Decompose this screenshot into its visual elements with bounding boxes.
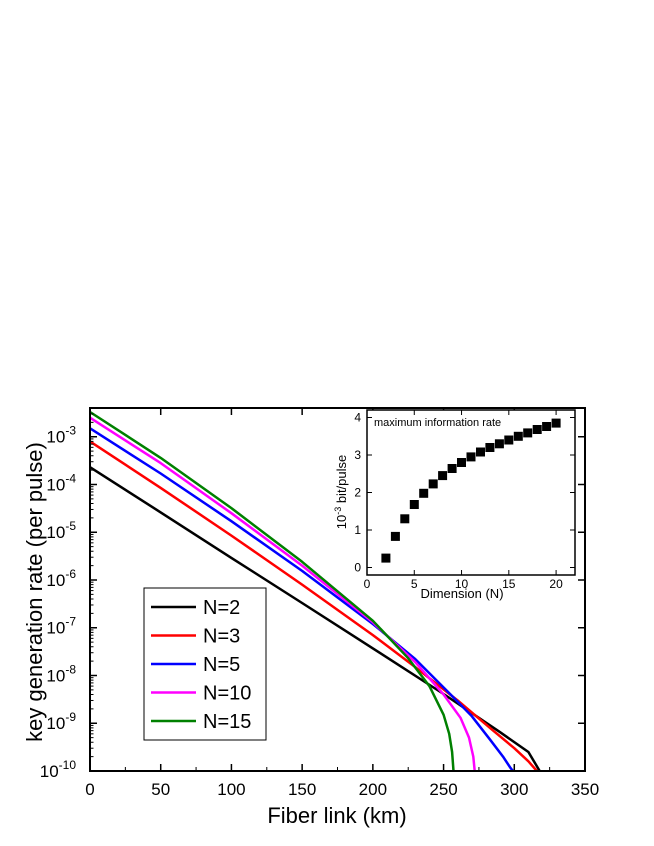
- y-tick-label: 10-4: [46, 471, 76, 494]
- inset-y-tick-label: 2: [354, 486, 361, 500]
- main-x-ticks: 0 50 100 150 200 250 300 350: [85, 408, 599, 799]
- inset-title: maximum information rate: [374, 417, 501, 429]
- inset-data-point: [542, 422, 552, 431]
- inset-data-point: [457, 458, 466, 467]
- y-tick-label: 10-6: [46, 567, 76, 590]
- legend-label: N=5: [203, 654, 240, 676]
- inset-x-tick-label: 20: [549, 577, 563, 591]
- inset-y-axis-exp: -3: [333, 507, 343, 515]
- series-line-n2: [89, 466, 541, 772]
- inset-data-point: [513, 431, 523, 441]
- x-tick-label: 100: [217, 780, 245, 799]
- inset-y-axis-base: 10: [334, 515, 349, 529]
- x-tick-label: 150: [288, 780, 316, 799]
- x-tick-label: 250: [429, 780, 457, 799]
- main-series-group: [89, 410, 541, 772]
- x-tick-label: 300: [500, 780, 528, 799]
- inset-data-point: [466, 452, 476, 462]
- legend-label: N=10: [203, 683, 251, 705]
- inset-data-point: [447, 464, 457, 473]
- inset-data-point: [428, 479, 438, 489]
- y-tick-label: 10-8: [46, 662, 76, 685]
- inset-y-axis-title: 10-3 bit/pulse: [333, 455, 349, 530]
- y-tick-label: 10-5: [46, 519, 76, 542]
- y-tick-label: 10-7: [46, 615, 76, 638]
- inset-data-point: [551, 418, 561, 428]
- inset-data-point: [494, 439, 504, 449]
- y-tick-label: 10-10: [40, 758, 77, 781]
- inset-x-ticks: 0 5 10 15 20: [364, 410, 563, 591]
- inset-x-tick-label: 0: [364, 577, 371, 591]
- inset-data-point: [504, 435, 514, 445]
- series-line-n5: [89, 427, 514, 772]
- x-tick-label: 50: [151, 780, 170, 799]
- legend-label: N=15: [203, 711, 251, 733]
- inset-y-tick-label: 1: [354, 523, 361, 537]
- x-tick-label: 350: [571, 780, 599, 799]
- legend-label: N=2: [203, 597, 240, 619]
- inset-points-group: [381, 418, 561, 563]
- x-tick-label: 0: [85, 780, 94, 799]
- inset-data-point: [485, 443, 495, 452]
- inset-x-tick-label: 10: [455, 577, 469, 591]
- x-tick-label: 200: [359, 780, 387, 799]
- legend-label: N=3: [203, 626, 240, 648]
- inset-data-point: [532, 425, 542, 434]
- inset-x-axis-title: Dimension (N): [420, 586, 503, 601]
- inset-y-ticks: 0 1 2 3 4: [354, 411, 575, 575]
- inset-data-point: [409, 500, 419, 509]
- inset-y-tick-label: 3: [354, 448, 361, 462]
- inset-data-point: [476, 447, 485, 457]
- inset-x-tick-label: 5: [411, 577, 418, 591]
- y-tick-label: 10-3: [46, 424, 76, 447]
- inset-data-point: [390, 531, 400, 541]
- legend: N=2 N=3 N=5 N=10 N=15: [143, 587, 267, 741]
- series-line-n15: [89, 410, 455, 772]
- inset-background: [367, 410, 575, 575]
- inset-x-tick-label: 15: [502, 577, 516, 591]
- inset-y-tick-label: 4: [354, 411, 361, 425]
- inset-data-point: [523, 428, 533, 438]
- inset-data-point: [400, 514, 410, 524]
- inset-data-point: [419, 488, 429, 498]
- series-line-n10: [89, 416, 476, 772]
- y-tick-label: 10-9: [46, 710, 76, 733]
- inset-y-tick-label: 0: [354, 561, 361, 575]
- inset-data-point: [381, 553, 391, 563]
- inset-y-axis-rest: bit/pulse: [334, 455, 349, 507]
- inset-data-point: [438, 471, 448, 481]
- main-x-axis-title: Fiber link (km): [267, 803, 406, 828]
- main-y-axis-title: key generation rate (per pulse): [22, 442, 47, 742]
